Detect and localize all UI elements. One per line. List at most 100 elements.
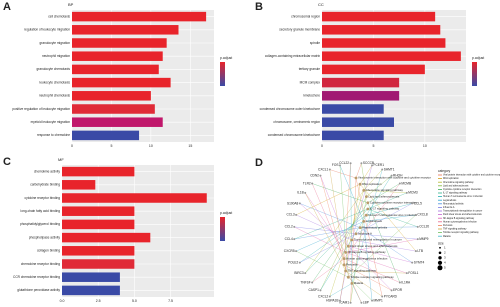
edge: [355, 233, 418, 240]
bar: [72, 25, 179, 35]
gene-node: [304, 191, 307, 194]
edge: [294, 226, 357, 234]
edge: [311, 183, 345, 259]
edge: [296, 250, 349, 278]
category-node: [358, 182, 362, 186]
gene-label: FCER1: [374, 163, 385, 167]
y-tick-label: spindle: [310, 41, 320, 45]
colorbar: [472, 62, 477, 86]
edge: [294, 227, 361, 240]
gene-node: [328, 168, 331, 171]
category-label: Lipid and atherosclerosis: [368, 194, 400, 198]
edge: [305, 192, 346, 253]
size-label: 4: [444, 261, 446, 265]
category-node: [346, 244, 350, 248]
edge: [355, 163, 362, 179]
bar: [72, 104, 155, 114]
edge: [329, 169, 357, 179]
bar: [322, 91, 400, 101]
edge: [360, 227, 413, 263]
y-tick-label: condensed chromosome kinetochore: [268, 133, 320, 137]
gene-node: [311, 182, 314, 185]
gene-node: [414, 213, 417, 216]
edge: [294, 226, 346, 253]
edge: [355, 177, 383, 297]
bar: [72, 51, 163, 61]
gene-label: TNFSF: [300, 280, 310, 284]
colorbar: [220, 217, 225, 241]
legend-label: Influenza A: [443, 206, 455, 209]
gene-node: [298, 261, 301, 264]
x-tick-label: 10: [423, 144, 427, 148]
gene-label: PYCARD: [384, 294, 398, 298]
gene-node: [414, 250, 417, 253]
panel-label: A: [3, 1, 11, 13]
gene-node: [381, 295, 384, 298]
gene-node: [304, 272, 307, 275]
category-node: [342, 263, 346, 267]
category-label: Malaria: [354, 281, 364, 285]
gene-node: [390, 174, 393, 177]
bar: [322, 38, 446, 48]
edge: [361, 163, 367, 197]
category-node: [354, 232, 358, 236]
gene-node: [328, 295, 331, 298]
gene-label: FOSL1: [408, 271, 418, 275]
bar: [72, 38, 167, 48]
gene-node: [295, 250, 298, 253]
gene-label: LBP: [363, 301, 369, 305]
gene-node: [360, 301, 363, 304]
gene-label: CDN2: [310, 174, 319, 178]
category-node: [364, 195, 368, 199]
size-label: 2: [444, 251, 446, 255]
legend-label: Viral protein interaction with cytokine …: [443, 174, 500, 177]
edge: [366, 175, 392, 216]
edge: [363, 221, 373, 301]
y-tick-label: tertiary granule: [299, 67, 320, 71]
y-tick-label: collagen binding: [37, 249, 60, 253]
legend-label: TNF signaling pathway: [443, 228, 467, 231]
gene-node: [293, 238, 296, 241]
gene-node: [416, 238, 419, 241]
gene-label: MCM3: [408, 191, 418, 195]
gene-label: SCCCB: [363, 161, 374, 165]
gene-label: IL1B: [297, 191, 304, 195]
edge: [345, 238, 418, 253]
category-node: [366, 207, 370, 211]
category-label: Toll-like receptor signaling pathway: [350, 275, 394, 279]
category-label: NF-kappa B signaling pathway: [348, 250, 387, 254]
category-node: [358, 226, 362, 230]
category-node: [350, 282, 354, 285]
gene-node: [298, 202, 301, 205]
y-tick-label: granulocyte chemotaxis: [37, 67, 71, 71]
x-tick-label: 10: [149, 144, 153, 148]
edge: [329, 283, 352, 297]
edge: [305, 208, 368, 274]
category-label: Pertussis: [346, 263, 358, 267]
edge: [348, 246, 413, 263]
x-tick-label: 5: [372, 144, 374, 148]
y-tick-label: secretory granule membrane: [279, 28, 320, 32]
category-node: [346, 275, 350, 279]
y-tick-label: collagen-containing extracellular matrix: [265, 54, 321, 58]
category-label: Chemokine signaling pathway: [366, 188, 404, 192]
edge: [363, 214, 416, 222]
edge: [355, 203, 413, 234]
bar: [62, 246, 135, 256]
gene-label: MCMB: [401, 181, 411, 185]
gene-node: [295, 213, 298, 216]
legend-label: Toll-like receptor signaling pathway: [443, 231, 479, 234]
bar: [322, 130, 384, 141]
size-label: 5: [444, 266, 446, 270]
gene-node: [390, 289, 393, 292]
category-node: [344, 251, 348, 254]
gene-node: [411, 202, 414, 205]
y-tick-label: CCR chemokine receptor binding: [13, 275, 60, 279]
y-tick-label: cytokine receptor binding: [25, 196, 61, 200]
edge: [359, 165, 373, 185]
size-key: [438, 256, 442, 260]
bar: [62, 206, 135, 216]
y-tick-label: MCM complex: [300, 80, 321, 84]
gene-label: EPOR: [393, 288, 403, 292]
